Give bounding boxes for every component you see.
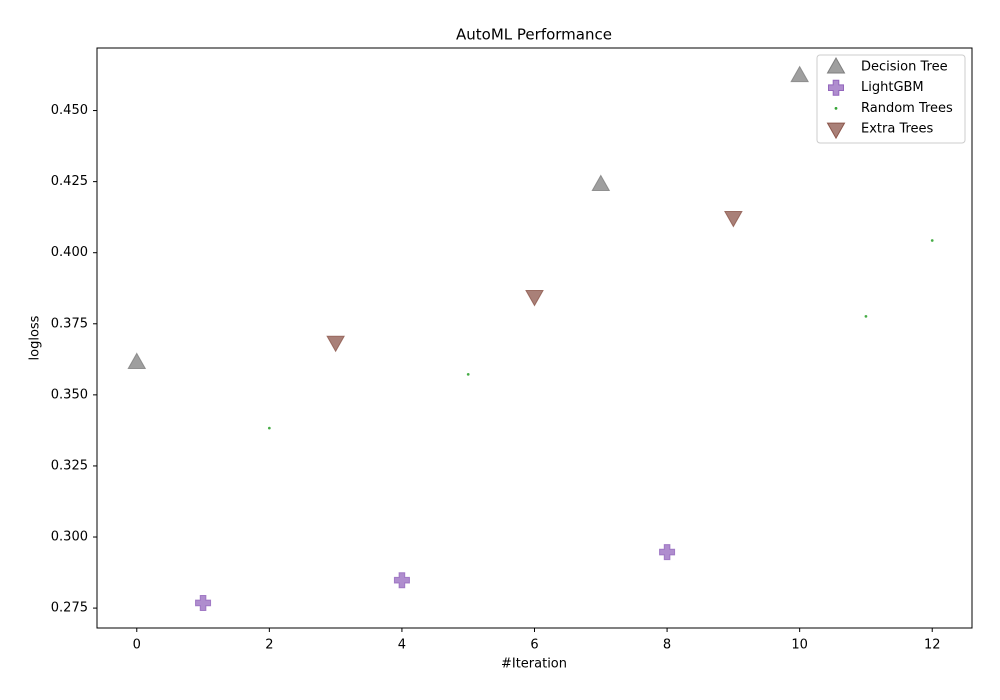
y-tick-label: 0.450 xyxy=(51,103,88,118)
point xyxy=(267,426,271,430)
point xyxy=(127,352,147,369)
point xyxy=(393,572,410,589)
y-tick-label: 0.400 xyxy=(51,245,88,260)
x-axis-label: #Iteration xyxy=(501,657,567,672)
x-tick-label: 6 xyxy=(530,638,538,653)
legend-box xyxy=(816,54,966,144)
legend-label: Random Trees xyxy=(861,101,953,116)
point xyxy=(525,289,544,307)
legend-marker xyxy=(826,122,846,140)
legend-label: LightGBM xyxy=(861,80,924,95)
point xyxy=(466,373,470,376)
point xyxy=(930,239,934,242)
legend-marker xyxy=(826,56,846,74)
x-tick-label: 2 xyxy=(265,638,273,653)
point xyxy=(326,335,345,353)
point xyxy=(659,544,676,561)
x-tick-label: 4 xyxy=(398,638,406,653)
x-tick-label: 8 xyxy=(663,638,671,653)
point xyxy=(864,315,868,318)
y-tick-label: 0.375 xyxy=(51,316,88,331)
point xyxy=(591,174,611,191)
legend-label: Extra Trees xyxy=(861,122,934,137)
legend: Decision Tree LightGBM Random Trees Extra T… xyxy=(816,54,966,144)
x-tick-label: 0 xyxy=(133,638,141,653)
x-tick-label: 12 xyxy=(924,638,941,653)
x-tick-label: 10 xyxy=(791,638,808,653)
y-tick-label: 0.275 xyxy=(51,601,88,616)
legend-marker xyxy=(834,107,838,110)
point xyxy=(790,65,810,83)
point xyxy=(195,594,212,611)
y-tick-label: 0.425 xyxy=(51,174,88,189)
legend-label: Decision Tree xyxy=(861,60,948,75)
y-axis-label: logloss xyxy=(28,315,43,360)
plot-frame xyxy=(96,47,973,629)
y-tick-label: 0.325 xyxy=(51,458,88,473)
legend-marker xyxy=(828,79,844,96)
point xyxy=(724,210,743,228)
y-tick-label: 0.300 xyxy=(51,530,88,545)
chart-title: AutoML Performance xyxy=(456,26,612,44)
y-tick-label: 0.350 xyxy=(51,387,88,402)
